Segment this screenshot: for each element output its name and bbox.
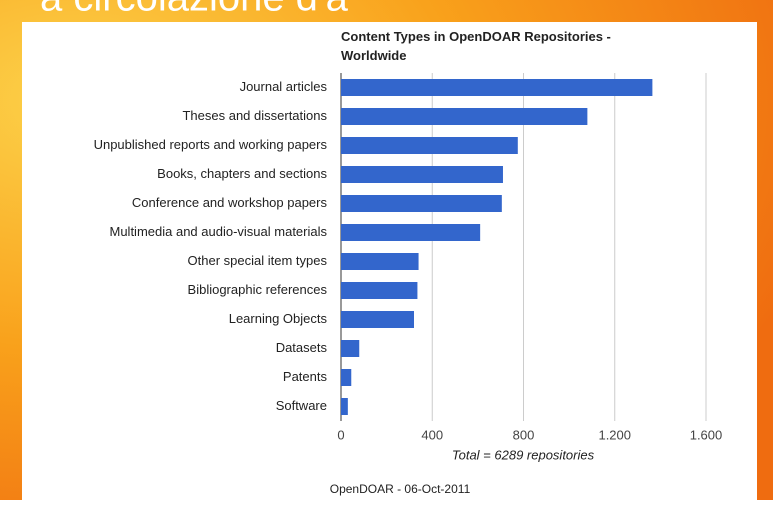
y-tick-label: Books, chapters and sections [157, 166, 327, 181]
chart-title: Content Types in OpenDOAR Repositories -… [341, 29, 611, 63]
bar [341, 311, 414, 328]
bar [341, 398, 348, 415]
x-tick-label: 1.200 [598, 427, 631, 442]
bar [341, 108, 588, 125]
y-tick-label: Journal articles [240, 79, 328, 94]
bar [341, 369, 352, 386]
bar [341, 166, 503, 183]
y-tick-label: Unpublished reports and working papers [94, 137, 328, 152]
x-tick-label: 1.600 [690, 427, 723, 442]
bar [341, 79, 653, 96]
x-tick-label: 800 [513, 427, 535, 442]
y-tick-label: Theses and dissertations [182, 108, 327, 123]
y-tick-label: Conference and workshop papers [132, 195, 328, 210]
bar [341, 195, 502, 212]
y-tick-label: Datasets [276, 340, 328, 355]
x-axis-label: Total = 6289 repositories [452, 447, 595, 462]
y-tick-label: Multimedia and audio-visual materials [110, 224, 328, 239]
y-tick-label: Software [276, 398, 327, 413]
slide-heading: a circolazione d'a [40, 0, 349, 20]
bar [341, 224, 481, 241]
bar [341, 282, 418, 299]
y-tick-label: Bibliographic references [188, 282, 328, 297]
y-tick-label: Other special item types [188, 253, 328, 268]
x-tick-label: 400 [421, 427, 443, 442]
x-tick-label: 0 [337, 427, 344, 442]
y-tick-label: Learning Objects [229, 311, 328, 326]
source-note: OpenDOAR - 06-Oct-2011 [330, 482, 471, 496]
bar [341, 340, 360, 357]
bar [341, 137, 518, 154]
bar [341, 253, 419, 270]
y-tick-label: Patents [283, 369, 328, 384]
